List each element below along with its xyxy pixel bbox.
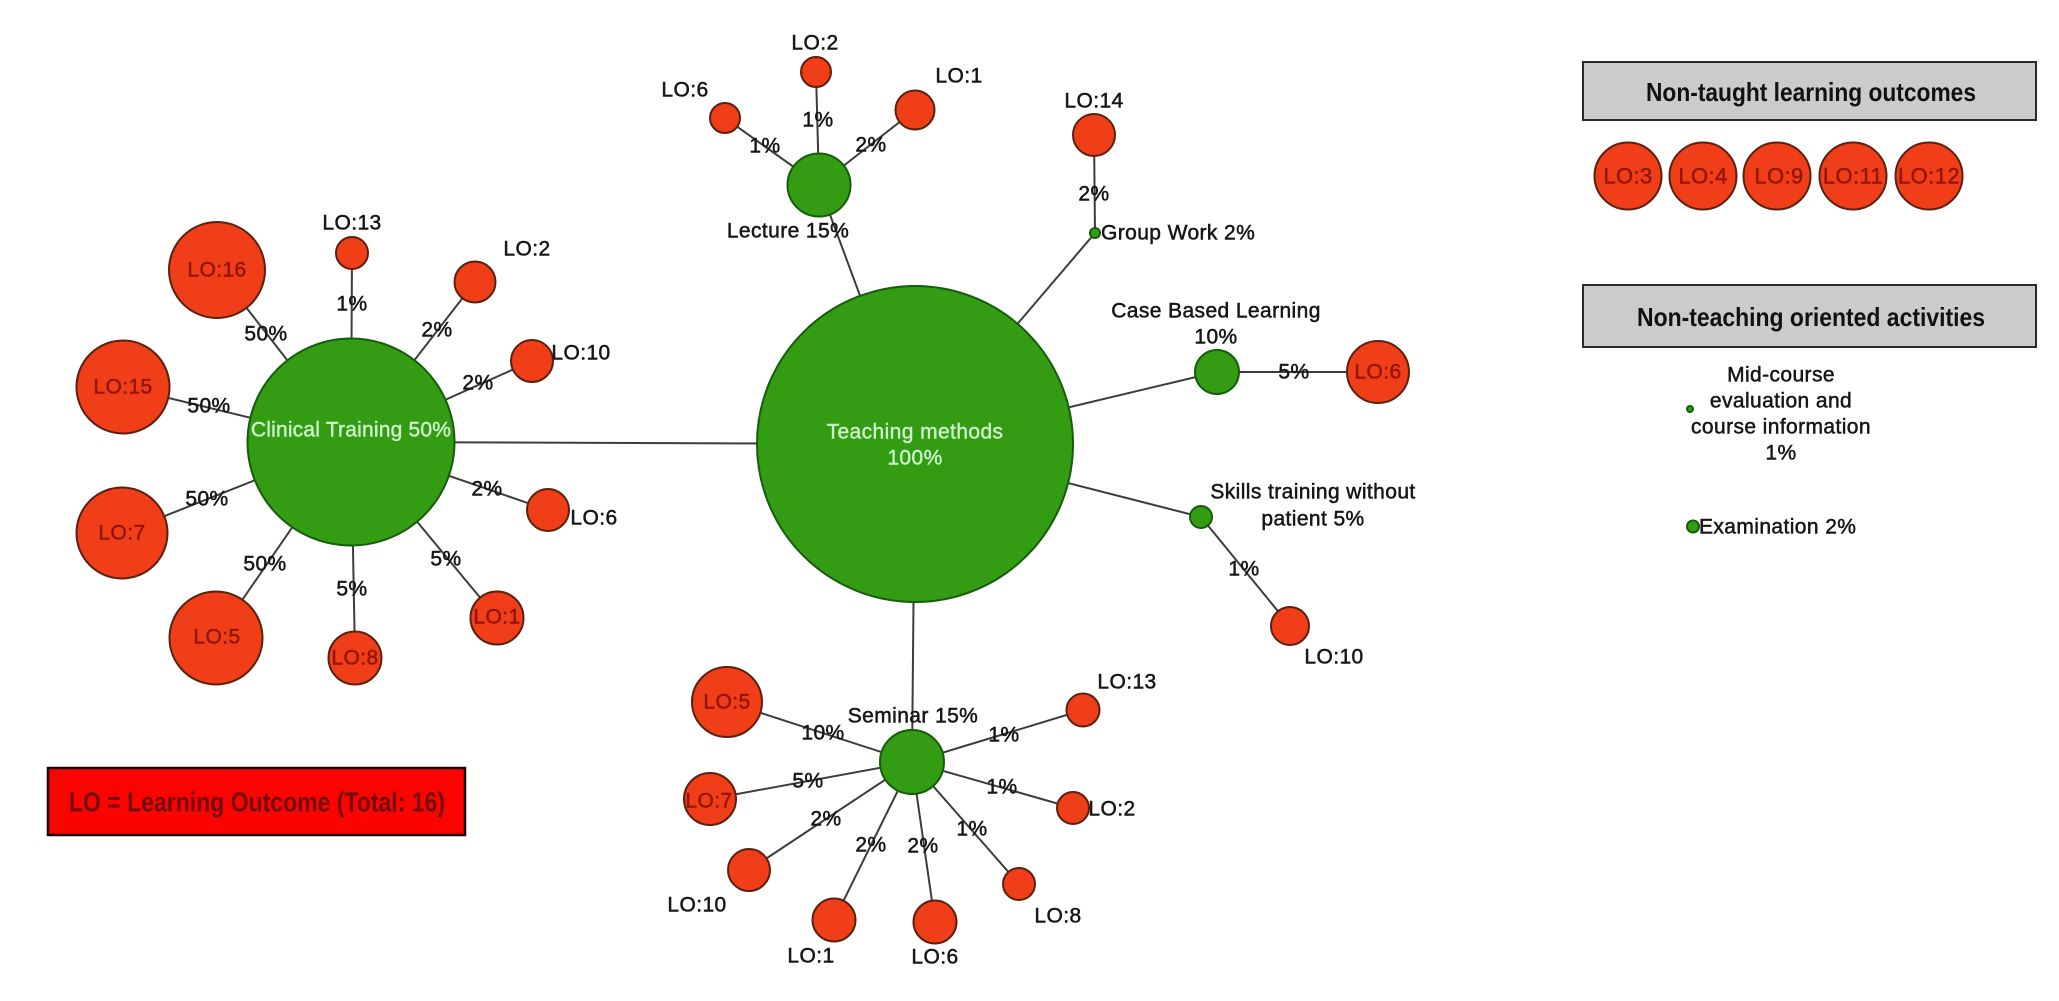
svg-text:LO:6: LO:6 [1354,361,1401,384]
svg-text:2%: 2% [462,372,493,395]
svg-text:LO:1: LO:1 [935,65,982,88]
svg-text:Mid-course: Mid-course [1727,364,1835,387]
svg-text:Skills training without: Skills training without [1210,481,1415,504]
svg-text:Lecture 15%: Lecture 15% [727,220,849,243]
svg-text:LO:8: LO:8 [1034,905,1081,928]
svg-text:5%: 5% [1278,361,1309,384]
svg-text:2%: 2% [1078,183,1109,206]
svg-text:LO:11: LO:11 [1823,164,1883,189]
svg-text:1%: 1% [986,776,1017,799]
svg-text:LO:6: LO:6 [911,946,958,969]
svg-text:1%: 1% [1228,558,1259,581]
svg-text:Teaching methods: Teaching methods [827,421,1004,444]
svg-text:Seminar 15%: Seminar 15% [848,705,978,728]
svg-text:Case Based Learning: Case Based Learning [1111,300,1321,323]
svg-text:2%: 2% [421,319,452,342]
svg-text:50%: 50% [244,323,287,346]
svg-text:LO:13: LO:13 [1097,671,1156,694]
svg-text:LO:8: LO:8 [331,647,378,670]
svg-text:2%: 2% [810,808,841,831]
svg-text:2%: 2% [471,478,502,501]
svg-text:LO:6: LO:6 [661,79,708,102]
svg-text:50%: 50% [187,395,230,418]
svg-text:LO:5: LO:5 [193,626,240,649]
svg-text:Non-teaching oriented activiti: Non-teaching oriented activities [1637,302,1985,332]
svg-text:1%: 1% [802,109,833,132]
svg-text:Non-taught learning outcomes: Non-taught learning outcomes [1646,77,1976,107]
svg-text:LO:15: LO:15 [93,376,152,399]
svg-text:1%: 1% [749,135,780,158]
svg-text:2%: 2% [907,835,938,858]
svg-text:LO:13: LO:13 [322,212,381,235]
svg-text:LO:2: LO:2 [791,32,838,55]
svg-text:LO:10: LO:10 [667,894,726,917]
svg-text:evaluation and: evaluation and [1710,390,1852,413]
svg-text:1%: 1% [336,293,367,316]
svg-text:LO:4: LO:4 [1678,164,1727,189]
svg-text:LO:12: LO:12 [1898,164,1960,189]
svg-text:LO:7: LO:7 [98,522,145,545]
svg-text:LO:16: LO:16 [187,259,246,282]
svg-text:Group Work 2%: Group Work 2% [1101,222,1255,245]
svg-text:course information: course information [1691,416,1871,439]
svg-text:LO:1: LO:1 [473,606,520,629]
svg-text:LO:7: LO:7 [685,790,732,813]
svg-text:LO:14: LO:14 [1064,90,1123,113]
svg-text:Clinical Training 50%: Clinical Training 50% [251,419,451,442]
svg-text:patient 5%: patient 5% [1261,508,1364,531]
svg-text:10%: 10% [801,722,844,745]
svg-text:LO:5: LO:5 [703,691,750,714]
svg-text:LO:6: LO:6 [570,507,617,530]
svg-text:LO:2: LO:2 [503,238,550,261]
svg-text:LO:10: LO:10 [551,342,610,365]
svg-text:50%: 50% [243,553,286,576]
svg-text:1%: 1% [956,818,987,841]
svg-text:5%: 5% [792,770,823,793]
svg-text:LO:3: LO:3 [1603,164,1652,189]
svg-text:5%: 5% [336,578,367,601]
svg-text:2%: 2% [855,134,886,157]
svg-text:1%: 1% [1765,442,1796,465]
svg-text:10%: 10% [1194,326,1237,349]
svg-text:LO:2: LO:2 [1088,798,1135,821]
svg-text:5%: 5% [430,548,461,571]
svg-text:100%: 100% [887,447,942,470]
svg-text:LO:9: LO:9 [1754,164,1803,189]
svg-text:1%: 1% [988,724,1019,747]
svg-text:50%: 50% [185,488,228,511]
svg-text:LO = Learning Outcome (Total:: LO = Learning Outcome (Total: 16) [69,787,445,818]
svg-text:LO:1: LO:1 [787,945,834,968]
svg-text:2%: 2% [855,834,886,857]
svg-text:Examination 2%: Examination 2% [1699,516,1856,539]
svg-text:LO:10: LO:10 [1304,646,1363,669]
